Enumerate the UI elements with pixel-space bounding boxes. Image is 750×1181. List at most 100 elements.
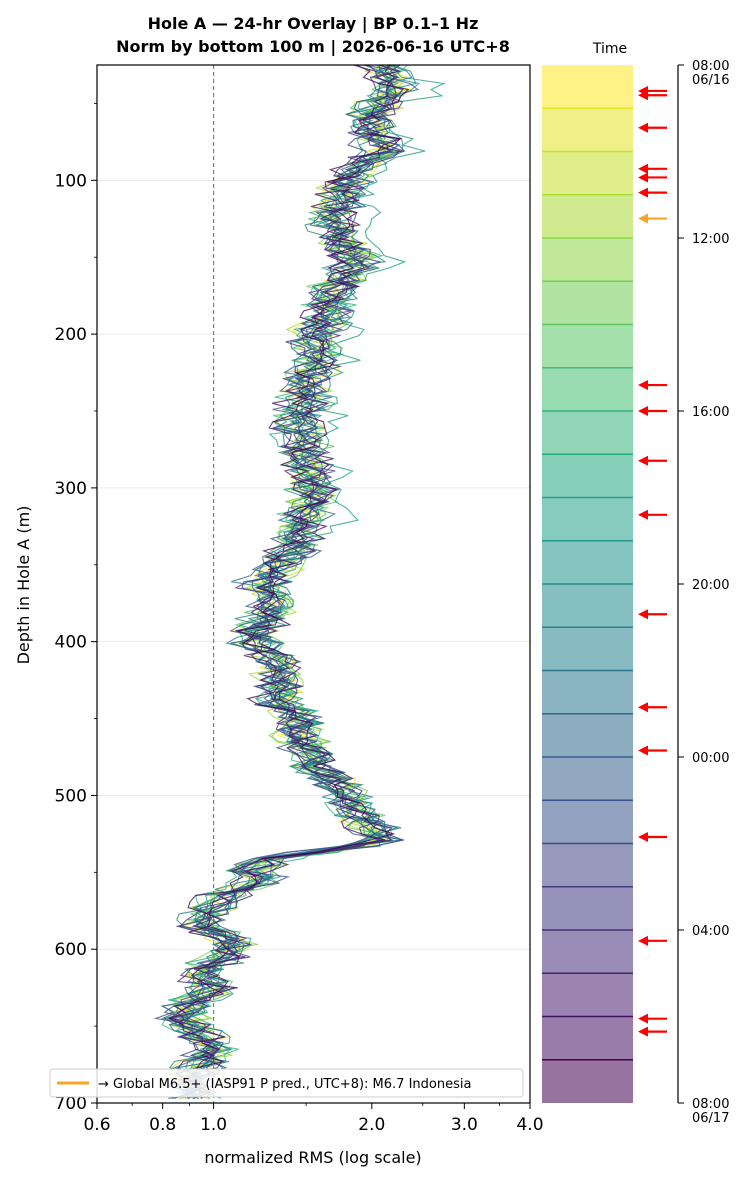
- colorbar-band: [542, 886, 633, 930]
- colorbar-band: [542, 454, 633, 498]
- x-tick-label: 0.6: [83, 1115, 110, 1135]
- curve-group: [153, 64, 446, 1099]
- event-arrow-head: [638, 213, 648, 224]
- time-tick-date: 06/17: [692, 1111, 729, 1126]
- event-arrow-head: [638, 380, 648, 391]
- colorbar-band: [542, 108, 633, 152]
- y-tick-label: 500: [55, 786, 87, 806]
- event-arrow: [638, 163, 667, 174]
- chart-title-line2: Norm by bottom 100 m | 2026-06-16 UTC+8: [116, 37, 510, 57]
- series-line-01: [153, 64, 402, 1099]
- colorbar-band: [542, 1016, 633, 1060]
- y-tick-label: 100: [55, 171, 87, 191]
- y-axis-label: Depth in Hole A (m): [14, 506, 33, 665]
- x-tick-label: 1.0: [200, 1115, 227, 1135]
- event-arrow-head: [638, 745, 648, 756]
- time-tick-label: 00:00: [692, 751, 729, 766]
- series-line-07: [167, 64, 410, 1099]
- chart-title-line1: Hole A — 24-hr Overlay | BP 0.1–1 Hz: [148, 14, 479, 34]
- colorbar-band: [542, 973, 633, 1017]
- y-tick-label: 400: [55, 633, 87, 653]
- time-tick-label: 12:00: [692, 232, 729, 247]
- event-arrow: [638, 702, 667, 713]
- event-arrow: [638, 455, 667, 466]
- series-line-20: [169, 64, 417, 1099]
- event-arrow: [638, 935, 667, 946]
- legend: → Global M6.5+ (IASP91 P pred., UTC+8): …: [49, 1068, 524, 1098]
- colorbar-band: [542, 540, 633, 584]
- plot-frame: [96, 64, 531, 1104]
- event-arrow-head: [638, 163, 648, 174]
- time-tick-label: 16:00: [692, 405, 729, 420]
- event-arrow: [638, 1026, 667, 1037]
- colorbar-band: [542, 65, 633, 109]
- colorbar-band: [542, 1059, 633, 1103]
- colorbar-band: [542, 930, 633, 974]
- x-tick-label: 0.8: [149, 1115, 176, 1135]
- event-arrow: [638, 172, 667, 183]
- colorbar-band: [542, 713, 633, 757]
- series-line-21: [160, 64, 400, 1099]
- series-line-05: [176, 64, 401, 1099]
- time-tick-label: 04:00: [692, 924, 729, 939]
- y-tick-label: 300: [55, 479, 87, 499]
- legend-label: → Global M6.5+ (IASP91 P pred., UTC+8): …: [98, 1077, 471, 1092]
- series-line-15: [159, 64, 408, 1099]
- x-tick-label: 2.0: [358, 1115, 385, 1135]
- colorbar-band: [542, 627, 633, 671]
- colorbar-band: [542, 194, 633, 238]
- y-tick-label: 600: [55, 940, 87, 960]
- event-arrow-head: [638, 935, 648, 946]
- colorbar-band: [542, 281, 633, 325]
- colorbar-band: [542, 367, 633, 411]
- series-line-08: [174, 64, 413, 1099]
- event-arrow-head: [638, 406, 648, 416]
- colorbar-band: [542, 238, 633, 282]
- colorbar-band: [542, 843, 633, 887]
- event-arrow-head: [638, 702, 648, 713]
- event-arrow: [638, 380, 667, 391]
- series-line-23: [168, 64, 406, 1099]
- time-tick-label: 08:00: [692, 59, 729, 74]
- x-axis-label: normalized RMS (log scale): [204, 1148, 421, 1167]
- event-arrow-head: [638, 90, 648, 101]
- time-tick-label: 20:00: [692, 578, 729, 593]
- event-arrow: [638, 187, 667, 198]
- series-line-18: [168, 64, 446, 1099]
- colorbar-band: [542, 800, 633, 844]
- colorbar-band: [542, 324, 633, 368]
- event-arrow-head: [638, 1013, 648, 1024]
- colorbar: 08:0006/1612:0016:0020:0000:0004:0008:00…: [542, 59, 729, 1126]
- time-tick-label: 08:00: [692, 1097, 729, 1112]
- event-arrow: [638, 122, 667, 133]
- event-arrow-head: [638, 832, 648, 843]
- colorbar-band: [542, 151, 633, 195]
- event-arrow: [638, 832, 667, 843]
- event-arrow: [638, 609, 667, 620]
- event-arrow: [638, 1013, 667, 1024]
- time-tick-date: 06/16: [692, 73, 729, 88]
- event-arrow-highlight: [638, 213, 667, 224]
- y-tick-label: 200: [55, 325, 87, 345]
- event-arrow: [638, 90, 667, 101]
- event-arrow-head: [638, 509, 648, 520]
- colorbar-label: Time: [592, 41, 627, 57]
- event-arrow-head: [638, 172, 648, 183]
- event-arrow-head: [638, 455, 648, 466]
- series-line-04: [167, 64, 404, 1099]
- event-arrow-head: [638, 187, 648, 198]
- x-tick-label: 3.0: [451, 1115, 478, 1135]
- event-arrow: [638, 509, 667, 520]
- event-arrow: [638, 745, 667, 756]
- colorbar-band: [542, 497, 633, 541]
- colorbar-band: [542, 670, 633, 714]
- event-arrow-head: [638, 122, 648, 133]
- colorbar-band: [542, 411, 633, 455]
- colorbar-band: [542, 757, 633, 801]
- event-arrow-head: [638, 1026, 648, 1037]
- event-arrow-head: [638, 609, 648, 620]
- event-arrow: [638, 406, 667, 416]
